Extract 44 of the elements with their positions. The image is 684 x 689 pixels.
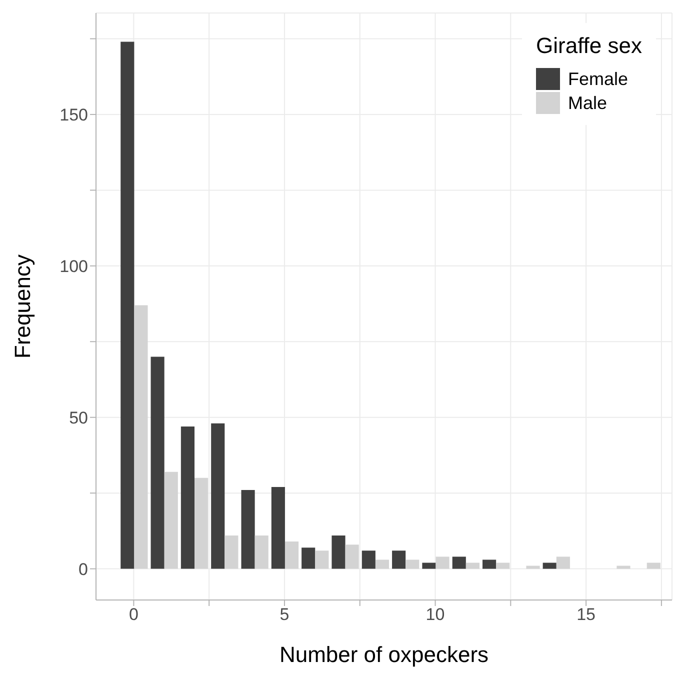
bar <box>556 556 570 569</box>
bar <box>271 487 285 569</box>
legend-label: Female <box>568 68 628 90</box>
bar <box>164 472 178 569</box>
legend-label: Male <box>568 92 608 114</box>
bar <box>224 535 238 569</box>
y-tick-label: 100 <box>60 256 88 276</box>
y-tick-label: 0 <box>78 560 88 579</box>
bar <box>616 566 630 569</box>
bar <box>482 560 496 569</box>
bar <box>436 556 450 569</box>
x-tick-label: 0 <box>128 605 138 624</box>
bar <box>315 550 329 569</box>
bar <box>180 426 195 569</box>
bar <box>134 305 148 569</box>
bar <box>302 548 316 569</box>
bar <box>542 562 556 569</box>
bar <box>211 423 225 569</box>
bar <box>496 562 510 569</box>
y-axis-title: Frequency <box>10 254 35 358</box>
bar <box>452 556 466 569</box>
bar <box>422 562 436 569</box>
bar <box>254 535 268 569</box>
bar <box>284 542 299 569</box>
bar <box>406 560 420 569</box>
bar <box>194 478 208 569</box>
x-tick-label: 15 <box>576 605 596 624</box>
x-axis-title: Number of oxpeckers <box>279 642 489 667</box>
bar <box>150 356 164 569</box>
bar <box>375 560 390 569</box>
bar <box>646 562 660 569</box>
bar <box>392 550 406 569</box>
bar <box>466 562 480 569</box>
bar <box>332 535 346 569</box>
x-tick-label: 5 <box>280 605 290 624</box>
bar <box>241 490 255 569</box>
bar <box>526 566 540 569</box>
y-tick-label: 50 <box>69 408 88 428</box>
y-tick-label: 150 <box>60 106 88 125</box>
x-tick-label: 10 <box>426 605 445 624</box>
legend-title: Giraffe sex <box>536 33 642 59</box>
bar <box>120 42 134 569</box>
bar <box>362 550 376 569</box>
bar <box>345 544 359 569</box>
